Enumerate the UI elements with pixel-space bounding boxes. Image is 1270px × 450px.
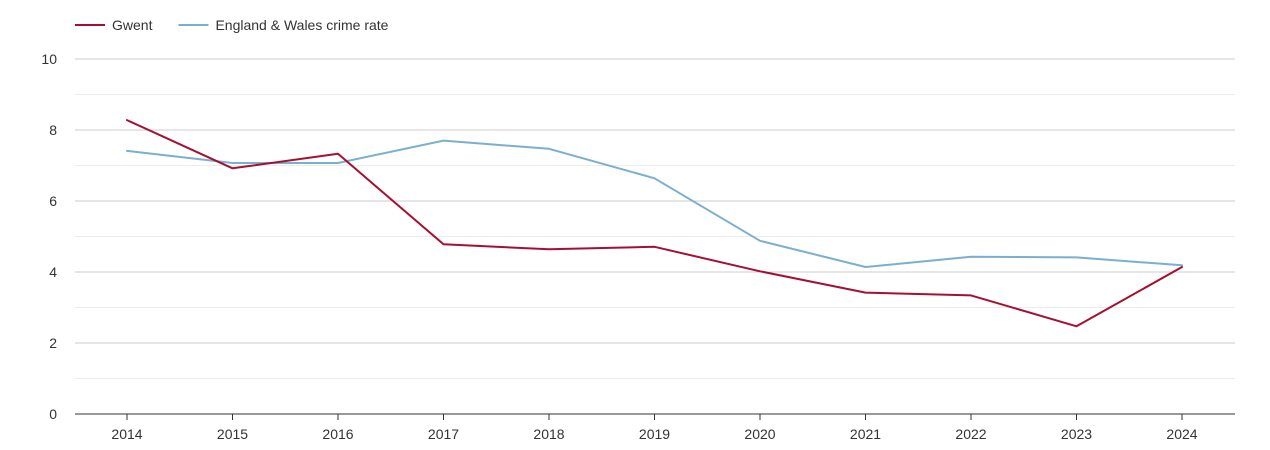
- x-tick-label: 2016: [322, 426, 353, 442]
- y-axis: 0 2 4 6 8 10: [41, 51, 57, 422]
- series-line-england-wales-crime-rate: [126, 139, 1183, 268]
- grid-lines: [75, 58, 1235, 379]
- y-tick-label: 2: [49, 335, 57, 351]
- y-tick-label: 4: [49, 264, 57, 280]
- x-axis: 2014 2015 2016 2017 2018 2019 2020 2021 2022 2023…: [75, 413, 1235, 442]
- y-tick-label: 6: [49, 193, 57, 209]
- x-tick-label: 2024: [1166, 426, 1197, 442]
- x-tick-label: 2020: [744, 426, 775, 442]
- x-tick-label: 2023: [1061, 426, 1092, 442]
- x-tick-label: 2022: [955, 426, 986, 442]
- y-tick-label: 10: [41, 51, 57, 67]
- legend-label-gwent: Gwent: [112, 17, 153, 33]
- x-tick-label: 2017: [428, 426, 459, 442]
- y-tick-label: 8: [49, 122, 57, 138]
- x-tick-label: 2021: [850, 426, 881, 442]
- x-tick-label: 2018: [533, 426, 564, 442]
- y-tick-label: 0: [49, 406, 57, 422]
- legend: Gwent England & Wales crime rate: [75, 17, 389, 33]
- x-tick-label: 2015: [217, 426, 248, 442]
- series-line-gwent: [126, 119, 1183, 328]
- series-lines: [126, 119, 1183, 328]
- x-tick-label: 2014: [111, 426, 142, 442]
- legend-label-england-wales-crime-rate: England & Wales crime rate: [215, 17, 388, 33]
- x-tick-label: 2019: [639, 426, 670, 442]
